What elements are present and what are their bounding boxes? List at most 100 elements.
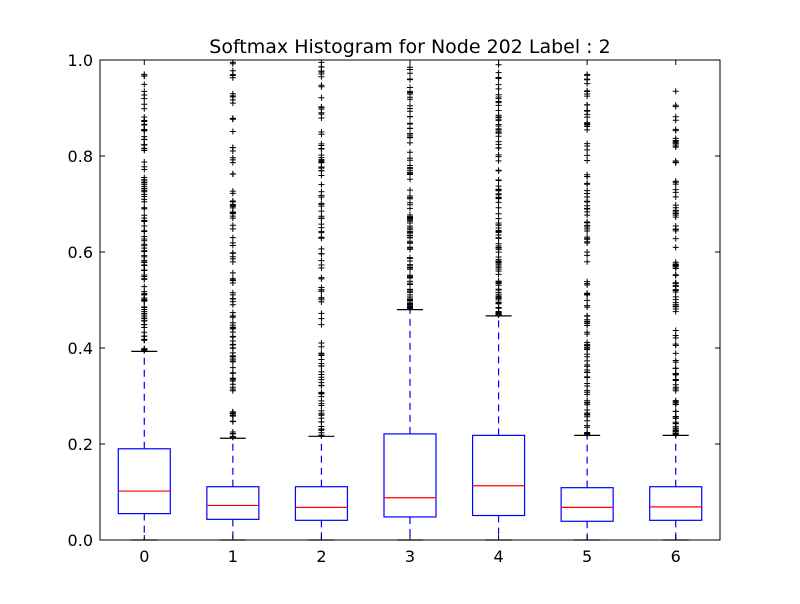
fliers-group [141,71,148,354]
flier-point [672,327,679,334]
flier-point [318,94,325,101]
flier-point [407,273,413,280]
flier-point [229,156,236,163]
fliers-group [407,64,413,312]
flier-point [141,71,148,78]
flier-point [495,295,502,302]
fliers-group [495,61,502,318]
flier-point [495,183,502,190]
x-tick-label: 4 [493,547,503,566]
flier-point [495,215,502,222]
flier-point [672,413,679,420]
flier-point [672,301,679,308]
flier-point [495,235,502,242]
flier-point [672,342,679,349]
box-iqr [383,433,437,518]
flier-point [229,116,236,123]
flier-point [318,265,325,272]
flier-point [141,267,148,274]
flier-point [318,68,325,75]
flier-point [672,283,679,290]
flier-point [672,126,679,133]
flier-point [407,264,413,271]
flier-point [584,424,591,431]
flier-point [407,149,413,156]
flier-point [229,255,236,262]
flier-point [229,410,236,417]
flier-point [672,135,679,142]
flier-point [318,426,325,433]
box-iqr [206,486,260,520]
flier-point [672,377,679,384]
flier-point [229,239,236,246]
flier-point [495,311,502,318]
flier-point [495,271,502,278]
flier-point [407,228,413,235]
flier-point [495,286,502,293]
flier-point [318,201,325,208]
flier-point [407,280,413,287]
flier-point [229,269,236,276]
flier-point [318,339,325,346]
flier-point [141,212,148,219]
flier-point [229,434,236,441]
y-tick-label: 0.8 [68,147,93,166]
flier-point [584,400,591,407]
flier-point [584,313,591,320]
flier-point [584,93,591,100]
flier-point [318,274,325,281]
flier-point [318,379,325,386]
x-tick-label: 2 [316,547,326,566]
flier-point [407,171,413,178]
flier-point [672,193,679,200]
flier-point [495,138,502,145]
flier-point [318,432,325,439]
flier-point [584,152,591,159]
flier-point [141,318,148,325]
flier-point [584,387,591,394]
y-tick-label: 0.6 [68,243,93,262]
flier-point [584,431,591,438]
flier-point [407,157,413,164]
flier-point [318,115,325,122]
flier-point [141,193,148,200]
flier-point [584,297,591,304]
flier-point [141,262,148,269]
flier-point [672,271,679,278]
flier-point [584,380,591,387]
flier-point [229,370,236,377]
flier-point [318,235,325,242]
flier-point [495,123,502,130]
flier-point [672,293,679,300]
flier-point [229,209,236,216]
flier-point [318,106,325,113]
flier-point [141,88,148,95]
flier-point [672,308,679,315]
flier-point [229,190,236,197]
flier-point [407,105,413,112]
flier-point [229,344,236,351]
flier-point [407,113,413,120]
flier-point [141,205,148,212]
flier-point [318,390,325,397]
x-tick-label: 3 [405,547,415,566]
flier-point [318,295,325,302]
flier-point [407,139,413,146]
flier-point [495,144,502,151]
flier-point [141,105,148,112]
flier-point [141,141,148,148]
flier-point [318,159,325,166]
flier-point [495,279,502,286]
flier-point [229,333,236,340]
flier-point [141,185,148,192]
flier-point [495,204,502,211]
flier-point [672,223,679,230]
flier-point [584,227,591,234]
flier-point [672,102,679,109]
flier-point [318,208,325,215]
flier-point [584,80,591,87]
flier-point [672,235,679,242]
flier-point [407,238,413,245]
flier-point [229,418,236,425]
